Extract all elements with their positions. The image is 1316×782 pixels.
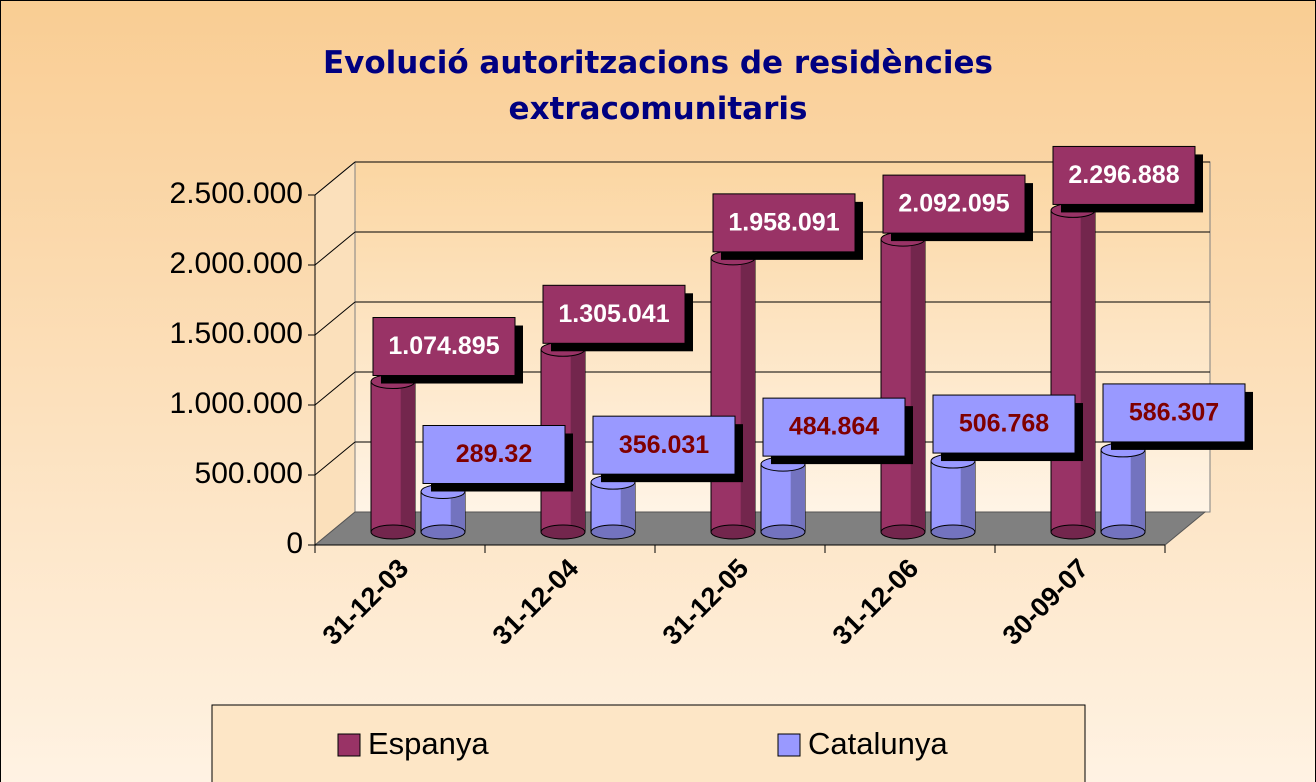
label-box <box>542 284 686 344</box>
y-tick-label: 2.000.000 <box>170 247 303 280</box>
label-box <box>372 317 516 377</box>
label-box <box>932 394 1076 454</box>
label-box <box>762 397 906 457</box>
grid-line <box>314 161 356 196</box>
bar-shade <box>790 464 805 532</box>
bar-shade <box>740 257 755 532</box>
grid-line <box>314 371 356 406</box>
value-label: 506.768 <box>959 410 1049 438</box>
value-label: 2.296.888 <box>1068 161 1179 189</box>
legend-swatch <box>777 733 801 757</box>
y-tick-label: 0 <box>286 527 303 560</box>
y-tick-label: 500.000 <box>195 457 303 490</box>
grid-line <box>314 441 356 476</box>
value-label: 1.958.091 <box>728 208 839 236</box>
grid-line <box>314 231 356 266</box>
bar-shade <box>620 482 635 532</box>
label-box <box>1102 383 1246 443</box>
y-tick-label: 2.500.000 <box>170 177 303 210</box>
bar-shade <box>1080 210 1095 533</box>
label-box <box>422 424 566 484</box>
value-label: 586.307 <box>1129 399 1219 427</box>
side-wall <box>314 160 356 547</box>
legend-swatch <box>337 733 361 757</box>
bar-bottom <box>880 524 926 540</box>
value-label: 2.092.095 <box>898 190 1009 218</box>
bar-bottom <box>710 524 756 540</box>
y-tick-label: 1.000.000 <box>170 387 303 420</box>
y-tick-label: 1.500.000 <box>170 317 303 350</box>
bar-shade <box>450 491 465 532</box>
bar-bottom <box>1050 524 1096 540</box>
bar-shade <box>570 349 585 532</box>
value-label: 484.864 <box>789 413 879 441</box>
label-box <box>882 174 1026 234</box>
bar-shade <box>960 461 975 532</box>
bar-bottom <box>1100 524 1146 540</box>
value-label: 289.32 <box>456 440 532 468</box>
value-label: 356.031 <box>619 431 709 459</box>
bar-shade <box>1130 449 1145 532</box>
bar-bottom <box>420 524 466 540</box>
bar-bottom <box>760 524 806 540</box>
bar-bottom <box>930 524 976 540</box>
value-label: 1.074.895 <box>388 332 499 360</box>
chart-title: Evolució autoritzacions de residències e… <box>322 45 994 127</box>
bar-bottom <box>590 524 636 540</box>
label-box <box>592 415 736 475</box>
bar-shade <box>910 239 925 533</box>
grid-line <box>314 301 356 336</box>
value-label: 1.305.041 <box>558 300 669 328</box>
legend-label: Espanya <box>368 726 489 761</box>
legend-label: Catalunya <box>808 726 948 761</box>
label-box <box>712 193 856 253</box>
bar-bottom <box>540 524 586 540</box>
bar-bottom <box>370 524 416 540</box>
label-box <box>1052 145 1196 205</box>
bar-shade <box>400 381 415 532</box>
